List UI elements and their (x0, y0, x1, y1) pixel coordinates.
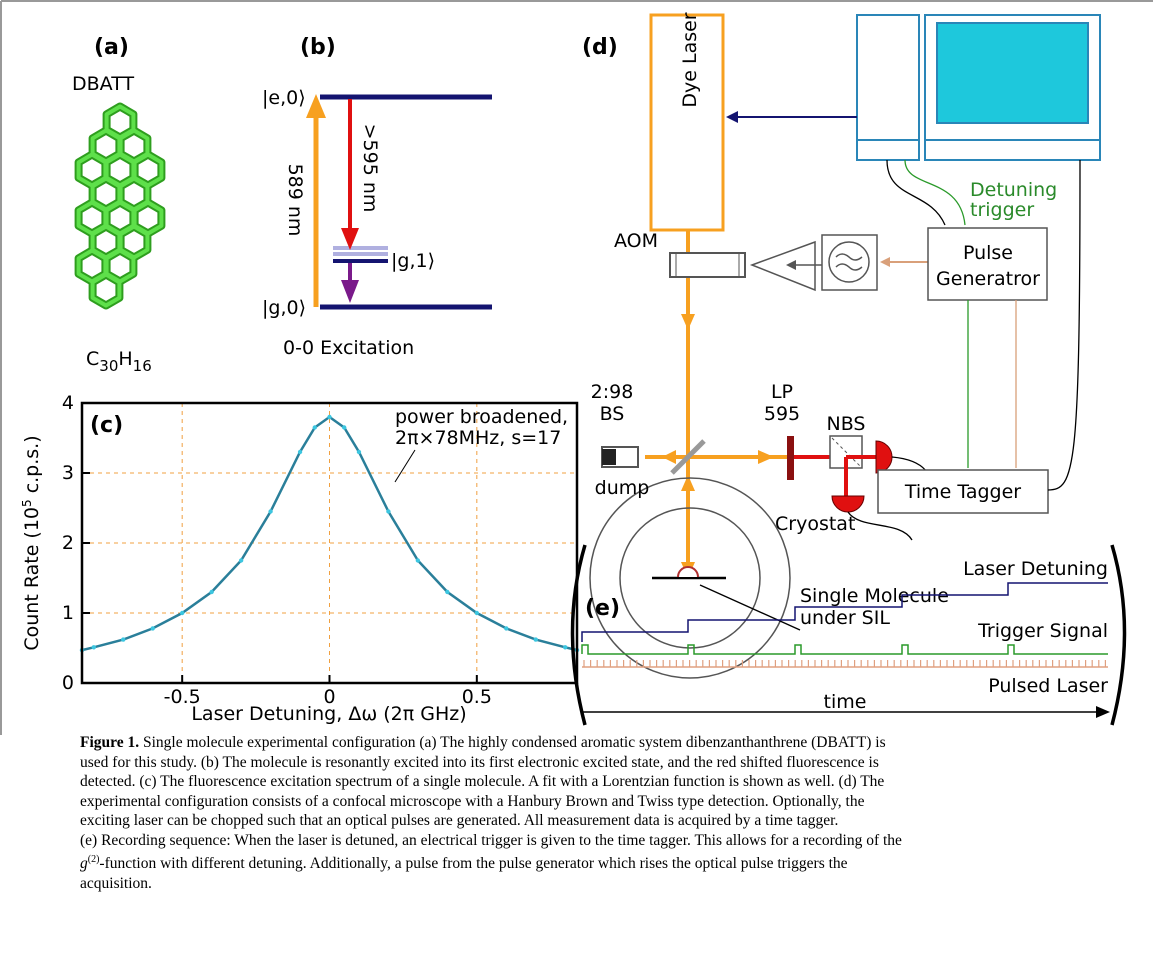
level-label: |g,0⟩ (262, 297, 306, 319)
data-point (475, 611, 479, 615)
component-label: Single Molecule (800, 585, 949, 607)
data-point (209, 590, 213, 594)
data-point (416, 558, 420, 562)
data-point (504, 626, 508, 630)
laser-label: Dye Laser (679, 12, 701, 107)
component-label: Time Tagger (904, 481, 1021, 503)
annotation: power broadened, (395, 406, 568, 428)
trace-label: Trigger Signal (977, 620, 1108, 642)
component-label: Pulse (963, 242, 1013, 264)
formula: C30H16 (86, 348, 152, 375)
data-point (180, 611, 184, 615)
molecule-name: DBATT (72, 73, 134, 95)
data-point (534, 637, 538, 641)
caption-line: used for this study. (b) The molecule is… (80, 753, 1150, 773)
caption-text: -function with different detuning. Addit… (99, 855, 847, 872)
caption: Figure 1. Single molecule experimental c… (80, 733, 1150, 893)
trace-label: Pulsed Laser (988, 675, 1108, 697)
data-point (92, 645, 96, 649)
trace-label: Laser Detuning (963, 558, 1108, 580)
level-label: |g,1⟩ (391, 250, 435, 272)
caption-line: exciting laser can be chopped such that … (80, 811, 1150, 831)
level-diagram (306, 94, 492, 307)
data-point (357, 450, 361, 454)
caption-line: Figure 1. Single molecule experimental c… (80, 733, 1150, 753)
panel-caption: 0-0 Excitation (283, 337, 414, 359)
level-label: |e,0⟩ (262, 87, 306, 109)
caption-symbol: g (80, 855, 88, 872)
data-point (327, 415, 331, 419)
annotation: 2π×78MHz, s=17 (395, 427, 561, 449)
caption-symbol: (2) (88, 854, 100, 865)
y-tick-label: 1 (62, 602, 74, 624)
component-label: NBS (827, 413, 866, 435)
y-axis-label: Count Rate (105 c.p.s.) (20, 435, 43, 650)
y-tick-label: 2 (62, 532, 74, 554)
caption-line: acquisition. (80, 874, 1150, 894)
component-label: Generatror (936, 268, 1040, 290)
data-point (239, 558, 243, 562)
panel-label: (c) (90, 413, 123, 438)
component-label: dump (595, 477, 650, 499)
data-point (342, 425, 346, 429)
figure: (a) DBATT C30H16 (b) |e,0⟩ |g,0⟩ |g,1⟩ 5… (0, 0, 1153, 735)
arrow-label: >595 nm (359, 124, 381, 213)
panel-label: (d) (582, 35, 618, 60)
data-point (268, 509, 272, 513)
component-label: 595 (764, 403, 800, 425)
caption-line: g(2)-function with different detuning. A… (80, 850, 1150, 874)
arrow-label: 589 nm (284, 164, 306, 237)
panel-label: (e) (585, 596, 620, 621)
caption-line: experimental configuration consists of a… (80, 792, 1150, 812)
data-point (445, 590, 449, 594)
component-label: 2:98 (591, 381, 634, 403)
x-axis-label: Laser Detuning, Δω (2π GHz) (191, 703, 466, 725)
signal-label: Detuning (970, 179, 1057, 201)
caption-line: detected. (c) The fluorescence excitatio… (80, 772, 1150, 792)
y-tick-label: 3 (62, 462, 74, 484)
page: (a) DBATT C30H16 (b) |e,0⟩ |g,0⟩ |g,1⟩ 5… (0, 0, 1153, 969)
y-tick-label: 0 (62, 672, 74, 694)
panel-label: (b) (300, 35, 336, 60)
molecule (79, 107, 162, 306)
axis-label: time (824, 691, 867, 713)
caption-text: Single molecule experimental configurati… (139, 734, 886, 751)
component-label: LP (771, 381, 793, 403)
data-point (563, 645, 567, 649)
panel-label: (a) (94, 35, 129, 60)
data-point (121, 637, 125, 641)
ring (93, 275, 120, 306)
y-tick-label: 4 (62, 392, 74, 414)
data-point (151, 626, 155, 630)
annotation-pointer (395, 450, 415, 482)
component-label: Cryostat (775, 513, 855, 535)
data-point (298, 450, 302, 454)
data-point (313, 425, 317, 429)
caption-label: Figure 1. (80, 734, 139, 751)
component-label: AOM (614, 230, 658, 252)
data-point (386, 509, 390, 513)
component-label: under SIL (800, 607, 890, 629)
caption-line: (e) Recording sequence: When the laser i… (80, 831, 1150, 851)
component-label: BS (600, 403, 625, 425)
signal-label: trigger (970, 199, 1034, 221)
